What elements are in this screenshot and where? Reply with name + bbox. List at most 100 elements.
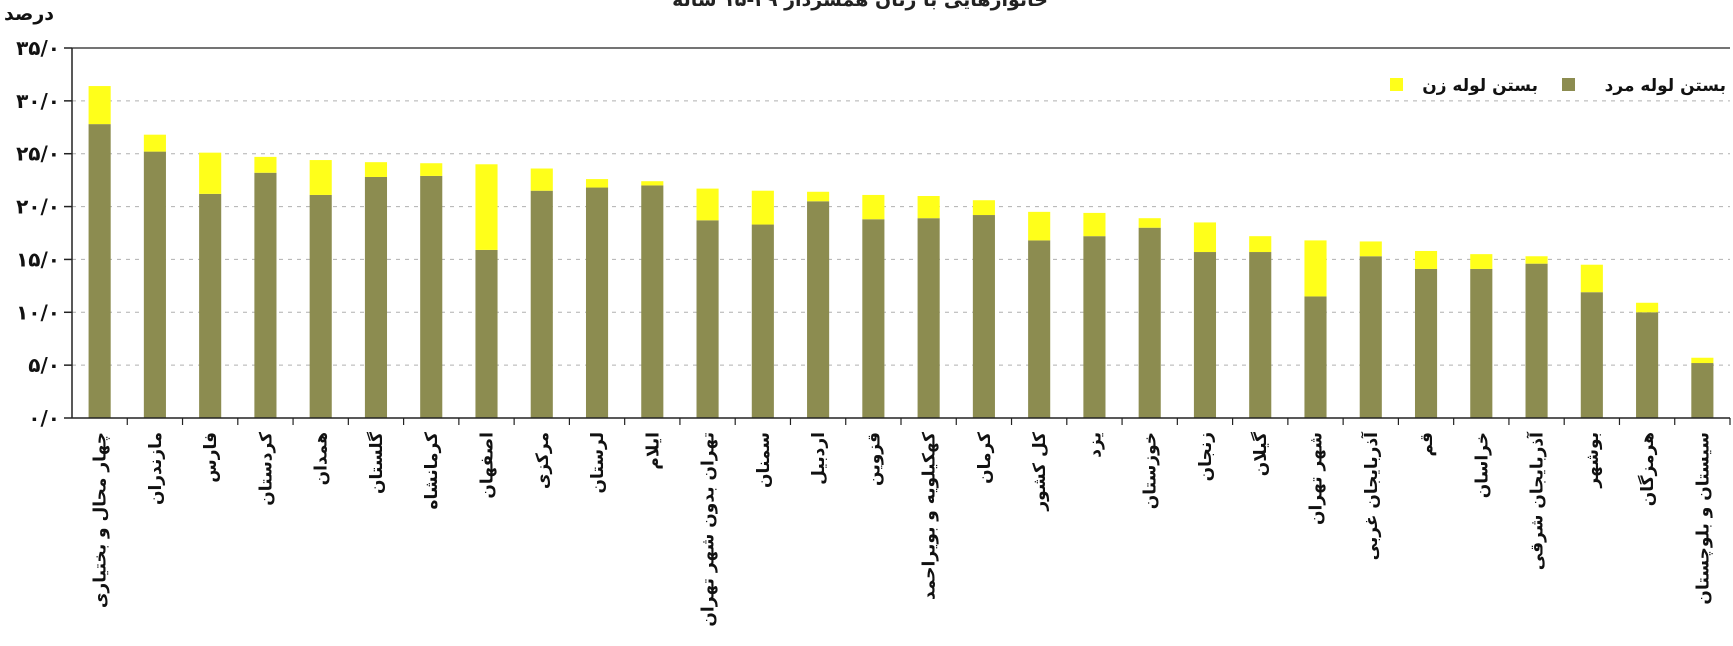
x-category-label: همدان <box>312 432 332 485</box>
legend-label-female: بستن لوله زن <box>1422 76 1538 96</box>
x-category-label: کهکیلویه و بویراحمد <box>920 432 940 600</box>
bar-segment-female <box>807 191 830 202</box>
bar-segment-male <box>1470 268 1493 418</box>
bar-segment-female <box>1580 264 1603 293</box>
axes <box>71 47 1731 425</box>
y-tick-label: ۱۰/۰ <box>16 300 60 324</box>
legend-label-male: بستن لوله مرد <box>1605 76 1726 96</box>
bar-segment-male <box>696 220 719 418</box>
x-category-label: لرستان <box>588 432 608 494</box>
x-category-label: بوشهر <box>1583 432 1603 489</box>
x-category-label: اردبیل <box>809 432 829 485</box>
bar-segment-male <box>751 224 774 418</box>
y-tick-label: ۵/۰ <box>28 353 60 377</box>
bar-segment-female <box>1249 236 1272 253</box>
bar-segment-female <box>530 168 553 191</box>
gridlines <box>72 100 1730 366</box>
x-axis-labels: چهار محال و بختیاری مازندران فارس کردستان هم… <box>91 431 1714 627</box>
bar-segment-male <box>1249 252 1272 418</box>
x-category-label: گلستان <box>366 432 387 494</box>
bar-segment-female <box>1083 212 1106 237</box>
bar-segment-male <box>1636 312 1659 418</box>
bar-segment-male <box>917 218 940 418</box>
bar-segment-female <box>1636 302 1659 313</box>
bar-segment-female <box>1414 250 1438 269</box>
bar-segment-male <box>1414 268 1438 418</box>
bar-segment-male <box>309 194 332 418</box>
bar-segment-male <box>1138 227 1161 418</box>
x-category-label: اصفهان <box>478 432 498 499</box>
y-tick-label: ۳۵/۰ <box>16 36 60 60</box>
bar-segment-female <box>585 179 609 188</box>
x-category-label: آذربایجان غربی <box>1360 431 1382 560</box>
bar-segment-male <box>1580 292 1603 418</box>
bar-segment-female <box>917 196 940 219</box>
x-category-label: چهار محال و بختیاری <box>91 432 111 608</box>
bar-segment-female <box>1193 222 1217 253</box>
x-category-label: آذربایجان شرقی <box>1526 431 1548 570</box>
bar-segment-female <box>420 163 443 176</box>
bar-segment-male <box>1691 363 1714 418</box>
bar-segment-female <box>751 190 774 225</box>
bar-segment-male <box>1304 296 1327 418</box>
bar-segment-female <box>696 188 719 221</box>
x-category-label: زنجان <box>1196 432 1216 481</box>
bar-segment-male <box>862 219 885 418</box>
bar-segment-male <box>1028 240 1051 418</box>
x-category-label: تهران بدون شهر تهران <box>699 432 719 627</box>
y-tick-label: ۲۵/۰ <box>16 142 60 166</box>
bar-segment-female <box>972 200 995 216</box>
y-tick-label: ۳۰/۰ <box>16 89 60 113</box>
bar-segment-female <box>475 164 498 250</box>
x-category-label: سمنان <box>754 432 774 488</box>
bar-segment-male <box>364 176 388 418</box>
bar-segment-female <box>1525 256 1548 264</box>
bar-segment-male <box>1359 256 1382 418</box>
x-category-label: خوزستان <box>1141 432 1161 509</box>
y-axis-ticks: ۰/۰ ۵/۰ ۱۰/۰ ۱۵/۰ ۲۰/۰ ۲۵/۰ ۳۰/۰ ۳۵/۰ <box>16 36 72 430</box>
bar-segment-female <box>1470 254 1493 269</box>
x-category-label: شهر تهران <box>1307 432 1327 525</box>
bar-segment-female <box>254 156 277 173</box>
bar-segment-female <box>641 181 664 186</box>
bar-segment-female <box>1359 241 1382 257</box>
y-axis-label: درصد <box>4 3 54 25</box>
bar-segment-male <box>530 190 553 418</box>
bar-segment-male <box>199 193 222 418</box>
bar-segment-male <box>88 124 111 418</box>
bar-segment-male <box>143 151 166 418</box>
x-category-label: خراسان <box>1472 432 1492 498</box>
bar-segment-female <box>309 160 332 195</box>
bar-segment-female <box>1028 211 1051 241</box>
bar-segment-female <box>88 86 111 125</box>
bar-segment-male <box>475 249 498 418</box>
bar-segment-male <box>585 187 609 418</box>
x-category-label: کرمان <box>975 432 995 484</box>
bar-segment-male <box>641 185 664 418</box>
x-category-label: سیستان و بلوچستان <box>1693 432 1713 605</box>
y-tick-label: ۰/۰ <box>28 406 60 430</box>
x-category-label: یزد <box>1085 432 1105 458</box>
legend-swatch-male <box>1562 78 1575 91</box>
bar-segment-female <box>199 152 222 194</box>
x-category-label: هرمزگان <box>1637 432 1658 506</box>
bar-segment-female <box>364 162 388 177</box>
bar-segment-female <box>1304 240 1327 297</box>
bar-segment-male <box>1525 263 1548 418</box>
y-tick-label: ۱۵/۰ <box>16 247 60 271</box>
x-category-label: مرکزی <box>533 432 553 489</box>
bar-segment-female <box>862 194 885 220</box>
x-category-label: کرمانشاه <box>422 432 442 510</box>
x-category-label: مازندران <box>146 432 166 505</box>
y-tick-label: ۲۰/۰ <box>16 195 60 219</box>
bar-segment-male <box>807 201 830 418</box>
x-category-label: فارس <box>201 432 221 483</box>
x-category-label: قم <box>1417 432 1437 456</box>
bar-segment-female <box>1691 357 1714 364</box>
bar-segment-male <box>1193 252 1217 418</box>
bar-segment-male <box>420 175 443 418</box>
bar-segment-female <box>1138 218 1161 228</box>
bar-segment-female <box>143 134 166 152</box>
legend: بستن لوله مرد بستن لوله زن <box>1390 76 1726 96</box>
